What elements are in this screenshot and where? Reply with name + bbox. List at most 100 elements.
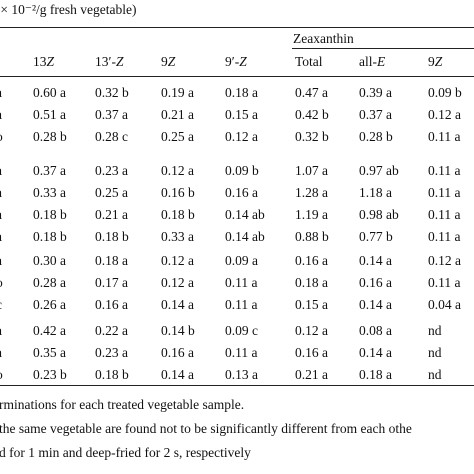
table-cell: 0.33 a <box>161 229 194 244</box>
column-header: 9Z <box>428 54 442 70</box>
table-cell: 0.11 a <box>225 345 258 360</box>
row-stub: a <box>0 207 2 223</box>
row-stub: a <box>0 345 2 361</box>
table-cell: 0.18 a <box>295 275 328 290</box>
table-cell: 0.25 a <box>95 185 128 200</box>
table-cell: 0.28 b <box>33 129 67 144</box>
column-header: Total <box>295 54 323 70</box>
table-cell: 0.60 a <box>33 85 66 100</box>
table-cell: 0.37 a <box>33 163 66 178</box>
row-stub: a <box>0 107 2 123</box>
table-cell: 0.25 a <box>161 129 194 144</box>
row-stub: a <box>0 229 2 245</box>
table-cell: 0.37 a <box>95 107 128 122</box>
table-cell: 0.14 a <box>359 297 392 312</box>
table-cell: 0.09 c <box>225 323 258 338</box>
column-header-italic: Z <box>167 54 176 69</box>
table-cell: 0.11 a <box>428 229 461 244</box>
row-stub: o <box>0 275 3 291</box>
table-cell: 0.08 a <box>359 323 392 338</box>
table-cell: 0.51 a <box>33 107 66 122</box>
table-cell: 0.16 a <box>161 345 194 360</box>
rule-zeaxanthin-span <box>292 48 474 49</box>
table-cell: 0.18 b <box>33 207 67 222</box>
table-cell: 0.21 a <box>161 107 194 122</box>
column-header-italic: Z <box>115 54 124 69</box>
table-cell: 0.15 a <box>295 297 328 312</box>
table-cell: 0.22 a <box>95 323 128 338</box>
table-cell: 0.23 a <box>95 345 128 360</box>
column-header: 9′-Z <box>225 54 247 70</box>
table-cell: nd <box>428 323 442 338</box>
table-cell: 0.14 a <box>359 345 392 360</box>
rule-header-bottom <box>0 76 474 77</box>
table-cell: 1.28 a <box>295 185 328 200</box>
column-header-italic: Z <box>239 54 247 69</box>
table-cell: 0.18 b <box>95 367 129 382</box>
row-stub: o <box>0 367 3 383</box>
row-stub: a <box>0 163 2 179</box>
table-cell: 0.09 b <box>225 163 259 178</box>
table-cell: 0.32 b <box>295 129 329 144</box>
table-cell: 0.12 a <box>161 253 194 268</box>
table-cell: 0.12 a <box>428 107 461 122</box>
table-cell: 0.42 a <box>33 323 66 338</box>
table-cell: 0.16 a <box>225 185 258 200</box>
row-stub: c <box>0 297 2 313</box>
table-cell: 0.37 a <box>359 107 392 122</box>
footnote-1: rminations for each treated vegetable sa… <box>0 397 245 412</box>
column-header-text: 9′- <box>225 54 240 69</box>
table-cell: 0.12 a <box>161 163 194 178</box>
table-cell: 0.14 ab <box>225 207 265 222</box>
table-cell: 0.23 a <box>95 163 128 178</box>
table-cell: 0.21 a <box>95 207 128 222</box>
table-cell: nd <box>428 367 442 382</box>
table-cell: 0.12 a <box>295 323 328 338</box>
table-cell: 0.14 a <box>161 367 194 382</box>
table-cell: 0.11 a <box>428 207 461 222</box>
table-cell: 0.11 a <box>428 185 461 200</box>
table-cell: 0.35 a <box>33 345 66 360</box>
table-cell: 0.30 a <box>33 253 66 268</box>
table-cell: 0.04 a <box>428 297 461 312</box>
table-cell: 0.15 a <box>225 107 258 122</box>
table-cell: 0.26 a <box>33 297 66 312</box>
table-cell: nd <box>428 345 442 360</box>
column-header-italic: Z <box>434 54 443 69</box>
table-cell: 0.39 a <box>359 85 392 100</box>
row-stub: a <box>0 323 2 339</box>
table-cell: 0.18 b <box>161 207 195 222</box>
table-cell: 0.18 a <box>359 367 392 382</box>
column-header-text: all- <box>359 54 377 69</box>
column-header-italic: Z <box>46 54 55 69</box>
table-cell: 0.21 a <box>295 367 328 382</box>
row-stub: o <box>0 129 3 145</box>
table-cell: 0.12 a <box>161 275 194 290</box>
table-cell: 0.11 a <box>428 129 461 144</box>
table-cell: 0.14 a <box>161 297 194 312</box>
table-cell: 0.98 ab <box>359 207 399 222</box>
table-cell: 0.16 a <box>359 275 392 290</box>
column-header: 13′-Z <box>95 54 123 70</box>
table-cell: 0.28 a <box>33 275 66 290</box>
table-cell: 0.16 a <box>295 345 328 360</box>
table-cell: 0.18 a <box>225 85 258 100</box>
column-header: 9Z <box>161 54 175 70</box>
table-cell: 0.47 a <box>295 85 328 100</box>
table-cell: 0.16 a <box>95 297 128 312</box>
table-cell: 0.28 b <box>359 129 393 144</box>
table-cell: 0.42 b <box>295 107 329 122</box>
table-cell: 0.11 a <box>225 275 258 290</box>
table-cell: 0.18 b <box>95 229 129 244</box>
table-cell: 0.14 a <box>359 253 392 268</box>
rule-bottom <box>0 385 474 387</box>
table-cell: 0.11 a <box>225 297 258 312</box>
row-stub: a <box>0 253 2 269</box>
table-cell: 0.12 a <box>428 253 461 268</box>
table-cell: 0.33 a <box>33 185 66 200</box>
table-cell: 1.18 a <box>359 185 392 200</box>
table-cell: 0.13 a <box>225 367 258 382</box>
table-cell: 0.16 b <box>161 185 195 200</box>
table-cell: 0.09 a <box>225 253 258 268</box>
footnote-3: d for 1 min and deep-fried for 2 s, resp… <box>0 445 251 460</box>
